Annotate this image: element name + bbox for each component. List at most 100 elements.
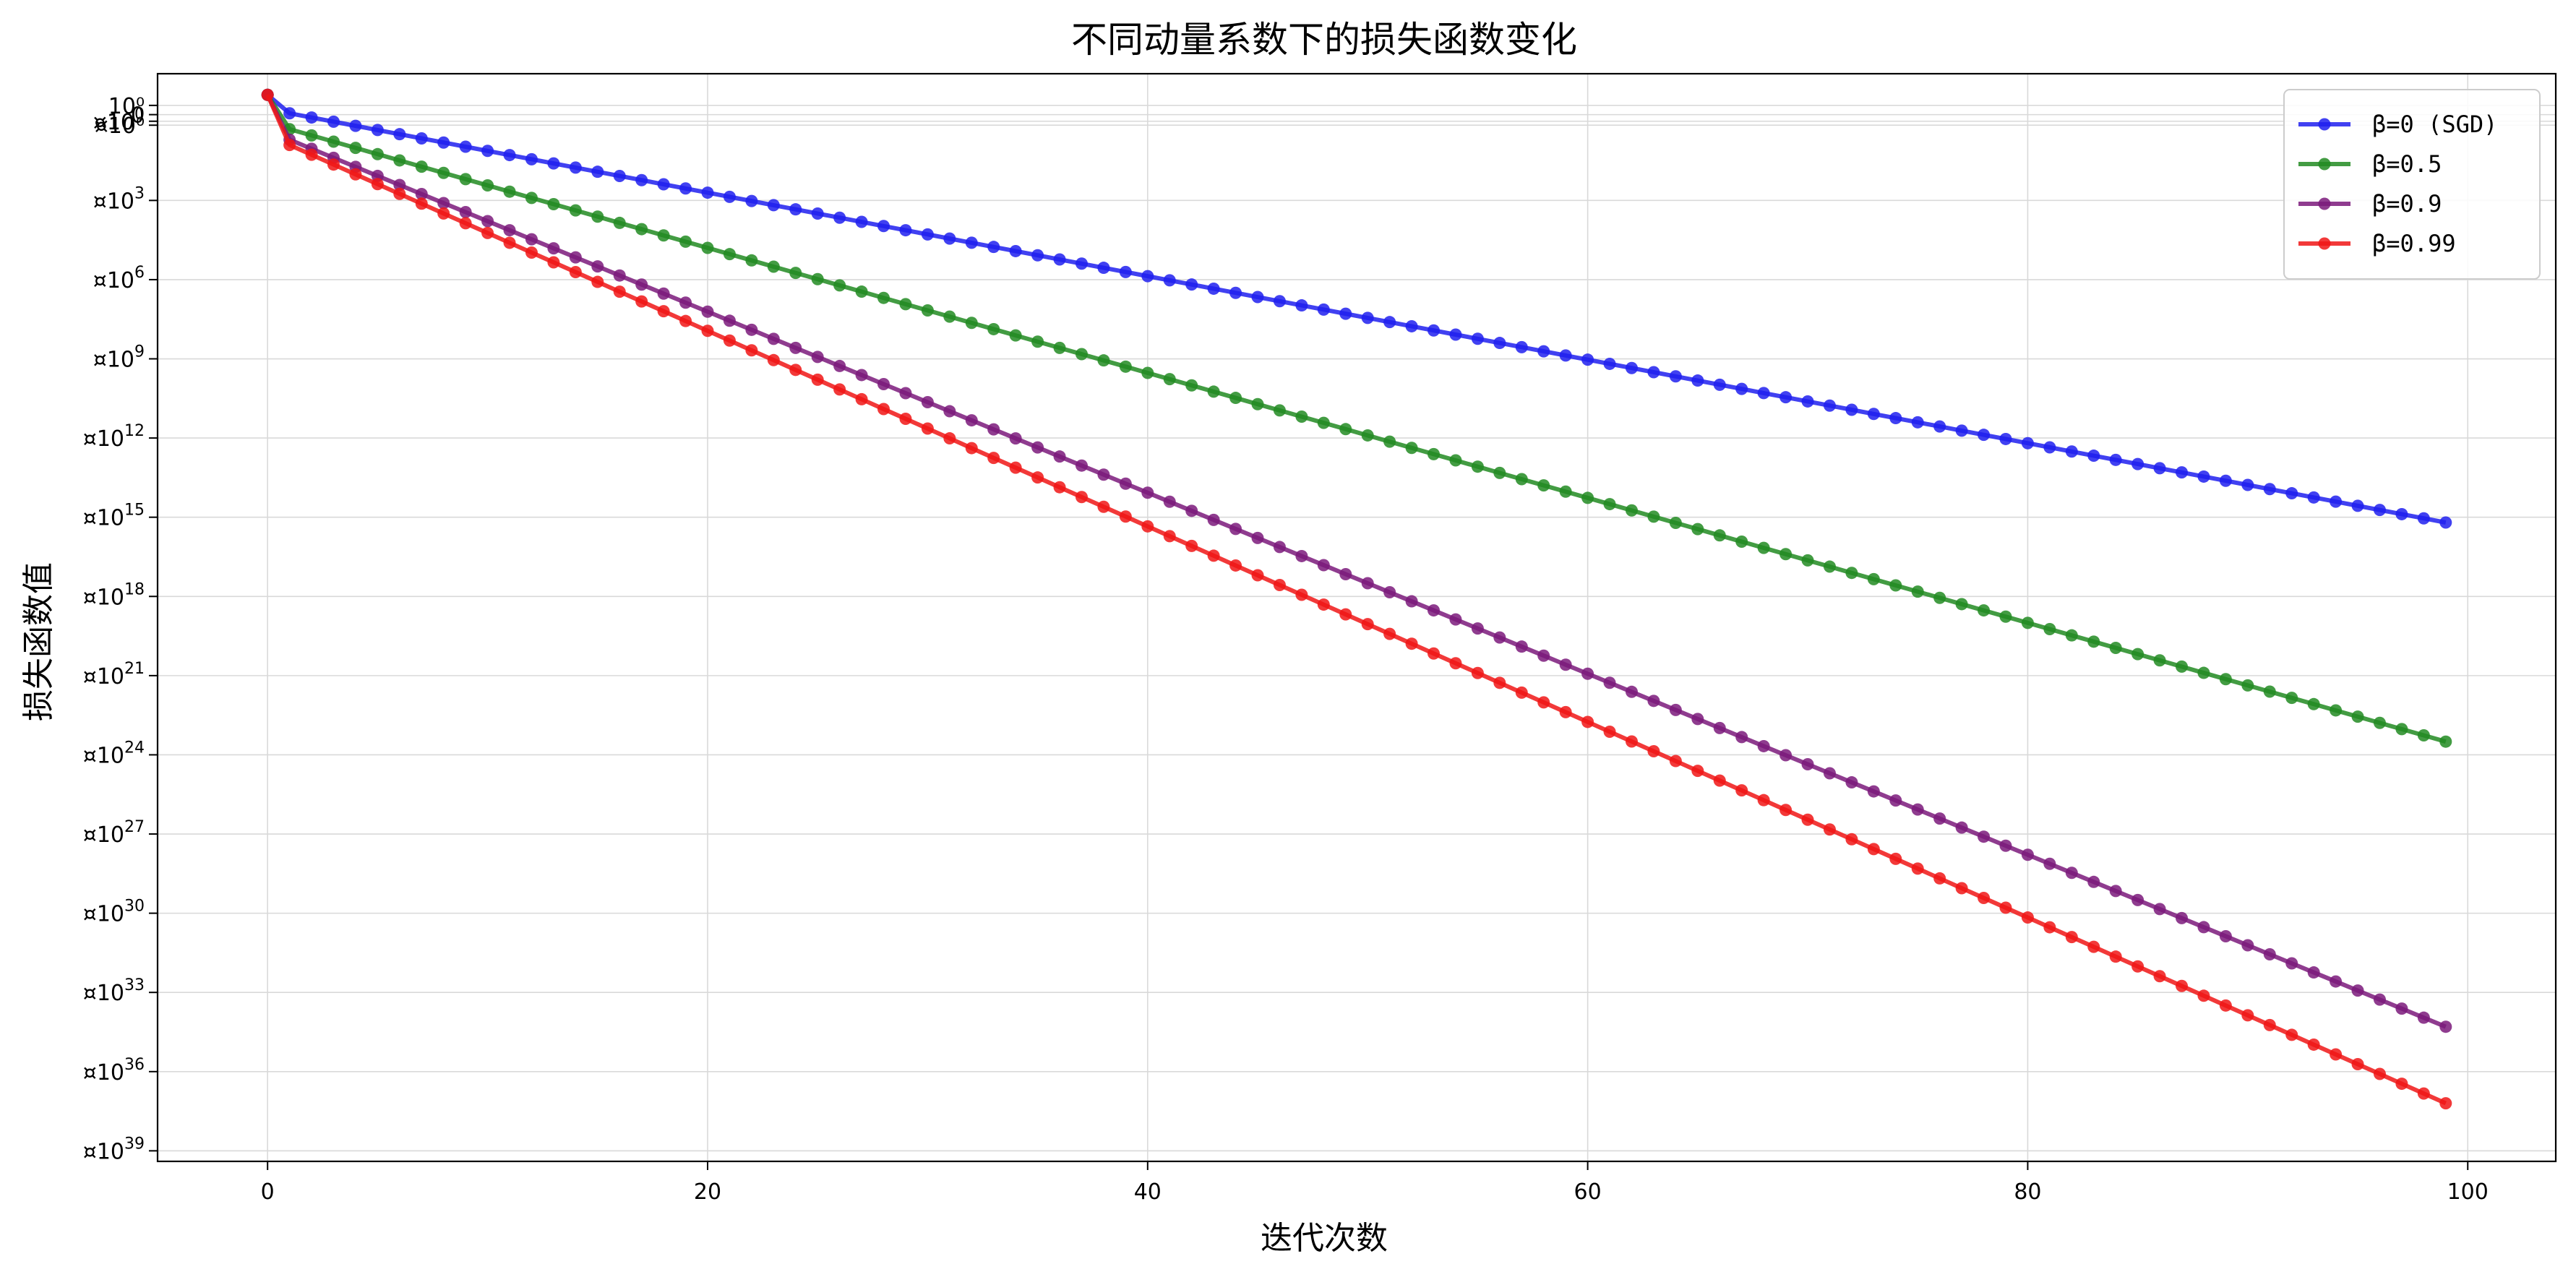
data-point <box>2065 629 2078 642</box>
data-point <box>2373 1067 2386 1080</box>
data-point <box>1009 244 1022 257</box>
data-point <box>723 314 736 327</box>
data-point <box>2263 483 2276 496</box>
data-point <box>1493 466 1506 479</box>
data-point <box>1559 658 1572 671</box>
data-point <box>569 204 582 217</box>
data-point <box>415 197 428 210</box>
data-point <box>2373 993 2386 1006</box>
data-point <box>591 165 604 179</box>
data-point <box>1097 500 1110 513</box>
data-point <box>877 377 890 390</box>
data-point <box>1889 412 1902 425</box>
data-point <box>1207 385 1220 398</box>
data-point <box>1669 703 1682 716</box>
series-1 <box>261 88 2452 748</box>
data-point <box>1251 291 1264 304</box>
data-point <box>2065 867 2078 880</box>
data-point <box>1405 319 1418 332</box>
data-point <box>921 396 934 409</box>
data-point <box>503 149 516 162</box>
data-point <box>1163 530 1176 543</box>
data-point <box>525 246 538 259</box>
y-tick-label: ¤1015 <box>83 502 145 531</box>
data-point <box>2351 984 2364 997</box>
data-point <box>789 341 802 354</box>
data-point <box>1978 891 1991 904</box>
x-axis-label: 迭代次数 <box>1261 1220 1388 1257</box>
data-point <box>2395 1002 2408 1015</box>
data-point <box>1317 303 1330 316</box>
data-point <box>1076 491 1088 504</box>
data-point <box>2285 1028 2298 1041</box>
data-point <box>1449 657 1462 670</box>
data-point <box>679 182 692 195</box>
data-point <box>2330 495 2343 508</box>
data-point <box>635 173 648 186</box>
data-point <box>1405 595 1418 608</box>
data-point <box>2176 660 2189 673</box>
data-point <box>745 194 758 207</box>
data-point <box>1207 549 1220 562</box>
y-tick-label: ¤1039 <box>83 1135 145 1164</box>
data-point <box>349 119 362 132</box>
data-point <box>613 285 626 298</box>
data-point <box>2417 512 2430 525</box>
data-point <box>613 169 626 182</box>
data-point <box>855 392 868 405</box>
data-point <box>899 298 912 311</box>
data-point <box>1823 399 1836 412</box>
data-point <box>1493 337 1506 350</box>
data-point <box>459 217 472 230</box>
legend-label: β=0 (SGD) <box>2372 111 2497 138</box>
data-point <box>1141 486 1154 499</box>
data-point <box>1295 299 1308 312</box>
data-point <box>503 224 516 237</box>
data-point <box>1273 579 1286 592</box>
data-point <box>1053 481 1066 494</box>
data-point <box>2417 729 2430 742</box>
data-point <box>1955 882 1968 895</box>
legend-swatch-marker <box>2318 237 2331 250</box>
data-point <box>1801 395 1814 408</box>
data-point <box>833 383 846 396</box>
data-point <box>1097 262 1110 275</box>
data-point <box>1427 447 1441 460</box>
data-point <box>591 275 604 288</box>
data-point <box>1493 631 1506 644</box>
data-point <box>1779 391 1793 404</box>
data-point <box>1757 541 1770 554</box>
data-point <box>2176 979 2189 992</box>
data-point <box>1779 548 1793 561</box>
y-tick-label: ¤1027 <box>83 818 145 848</box>
data-point <box>965 317 978 330</box>
data-point <box>2065 931 2078 944</box>
data-point <box>2131 648 2144 661</box>
data-point <box>1845 776 1858 789</box>
y-tick-label: ¤1012 <box>83 422 145 452</box>
data-point <box>283 107 296 120</box>
data-point <box>481 226 494 239</box>
data-point <box>1119 360 1132 373</box>
data-point <box>2307 697 2320 710</box>
data-point <box>437 166 450 179</box>
data-point <box>1229 523 1242 536</box>
data-point <box>1669 754 1682 768</box>
data-point <box>1141 366 1154 379</box>
data-point <box>261 88 274 101</box>
data-point <box>2395 507 2408 520</box>
y-tick-label: ¤103 <box>93 184 145 214</box>
data-point <box>899 412 912 425</box>
data-point <box>481 215 494 228</box>
series-line <box>266 93 2447 525</box>
data-point <box>1735 784 1748 797</box>
data-point <box>1911 862 1924 875</box>
data-point <box>855 369 868 382</box>
data-point <box>1647 510 1660 523</box>
data-point <box>1405 442 1418 455</box>
data-point <box>1515 340 1528 353</box>
data-point <box>1867 843 1880 856</box>
data-point <box>1713 529 1726 542</box>
series-line <box>265 93 2447 744</box>
